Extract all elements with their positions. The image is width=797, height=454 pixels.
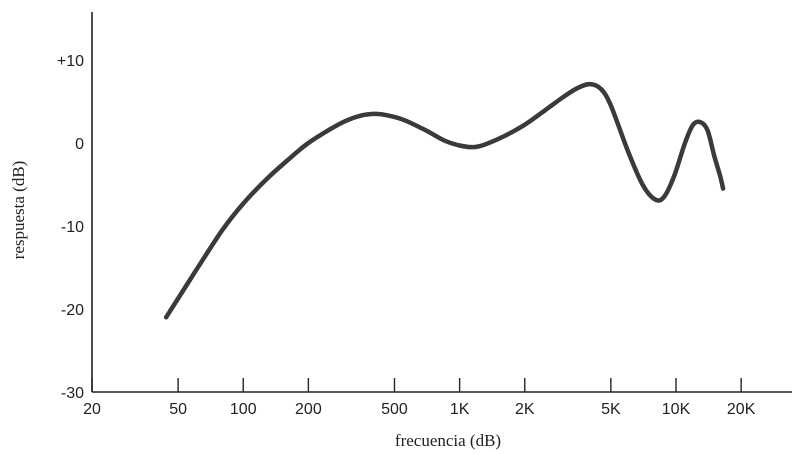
y-tick-label: -30 xyxy=(61,385,84,402)
y-ticks: +10 0 -10 -20 -30 xyxy=(57,53,84,402)
x-ticks: 20 50 100 200 500 1K 2K 5K 10K 20K xyxy=(83,378,756,418)
response-curve xyxy=(163,81,726,320)
x-tick-label: 20K xyxy=(727,401,756,418)
y-axis-title: respuesta (dB) xyxy=(9,161,28,260)
y-tick-label: -20 xyxy=(61,302,84,319)
x-axis-title: frecuencia (dB) xyxy=(395,431,501,450)
x-tick-label: 500 xyxy=(381,401,408,418)
x-tick-label: 5K xyxy=(601,401,621,418)
y-tick-label: 0 xyxy=(75,136,84,153)
x-tick-label: 100 xyxy=(230,401,257,418)
x-tick-label: 50 xyxy=(169,401,187,418)
y-tick-label: +10 xyxy=(57,53,84,70)
y-tick-label: -10 xyxy=(61,219,84,236)
x-tick-label: 1K xyxy=(450,401,470,418)
x-tick-label: 200 xyxy=(295,401,322,418)
axes xyxy=(91,12,792,393)
series-group xyxy=(163,81,726,320)
x-tick-label: 10K xyxy=(662,401,691,418)
x-tick-label: 2K xyxy=(515,401,535,418)
x-tick-label: 20 xyxy=(83,401,101,418)
